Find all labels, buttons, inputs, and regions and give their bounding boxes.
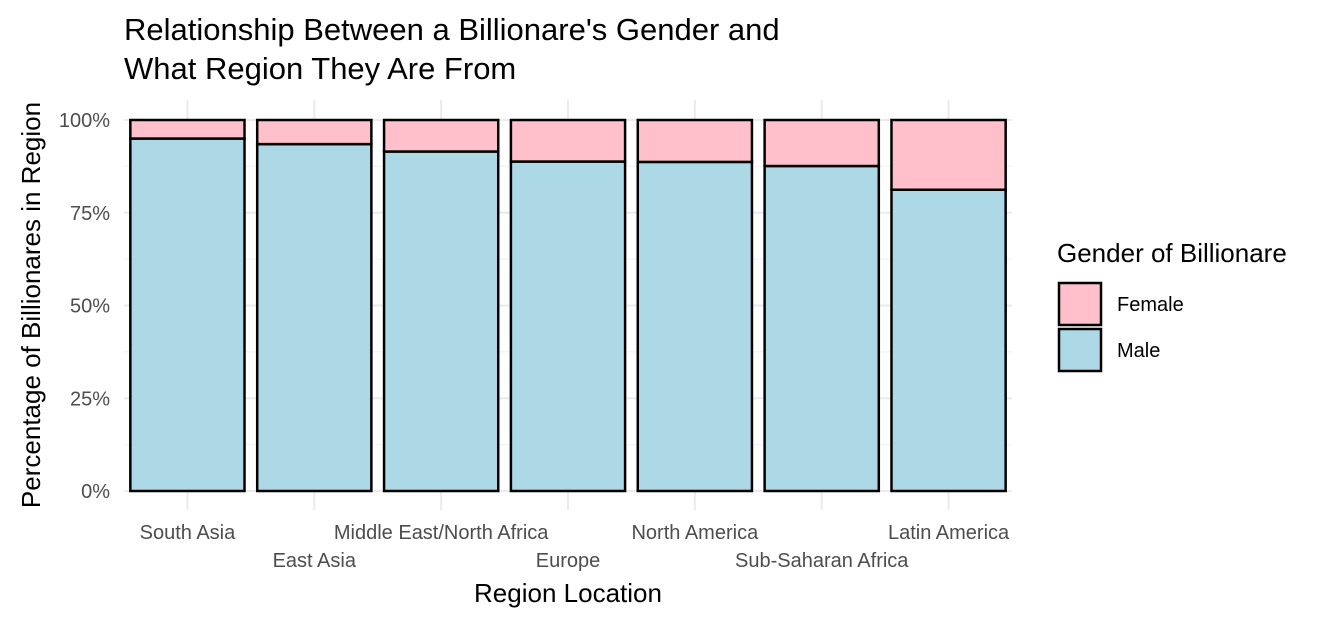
legend-title: Gender of Billionare [1057,238,1287,268]
chart-title: Relationship Between a Billionare's Gend… [124,12,780,86]
bar-female-middle-east-north-africa [382,118,500,153]
y-tick-label: 0% [81,481,110,503]
y-tick-label: 50% [70,296,110,318]
x-tick-label: Latin America [888,522,1010,544]
bar-female-sub-saharan-africa [763,118,881,168]
bar-male-east-asia [255,142,373,493]
x-tick-label: Europe [536,550,601,572]
y-axis-title: Percentage of Billionares in Region [16,102,46,508]
x-tick-label: South Asia [140,522,237,544]
y-tick-label: 75% [70,203,110,225]
x-axis-ticks: South Asia East Asia Middle East/North Afr… [140,522,1010,572]
bar-female-east-asia [255,118,373,146]
chart-title-line-1: Relationship Between a Billionare's Gend… [124,12,780,47]
bar-female-north-america [636,118,754,164]
legend-key-female [1057,281,1103,327]
legend-label-male: Male [1117,340,1160,362]
legend-label-female: Female [1117,294,1184,316]
bar-female-latin-america [890,118,1007,191]
bar-male-latin-america [890,188,1007,493]
x-tick-label: East Asia [273,550,357,572]
y-axis-ticks: 0% 25% 50% 75% 100% [59,110,110,503]
legend: Gender of Billionare Female Male [1057,238,1287,373]
x-tick-label: North America [631,522,759,544]
bar-male-south-asia [129,137,246,493]
x-axis-title: Region Location [474,578,662,608]
bar-male-middle-east-north-africa [382,150,500,493]
bar-female-europe [509,118,627,163]
x-tick-label: Sub-Saharan Africa [735,550,909,572]
bar-male-north-america [636,160,754,493]
bars [129,118,1007,493]
legend-key-male [1057,327,1103,373]
chart-title-line-2: What Region They Are From [124,51,516,86]
bar-male-sub-saharan-africa [763,164,881,493]
y-tick-label: 100% [59,110,110,132]
bar-male-europe [509,160,627,493]
bar-female-south-asia [129,118,246,140]
x-tick-label: Middle East/North Africa [334,522,549,544]
y-tick-label: 25% [70,388,110,410]
